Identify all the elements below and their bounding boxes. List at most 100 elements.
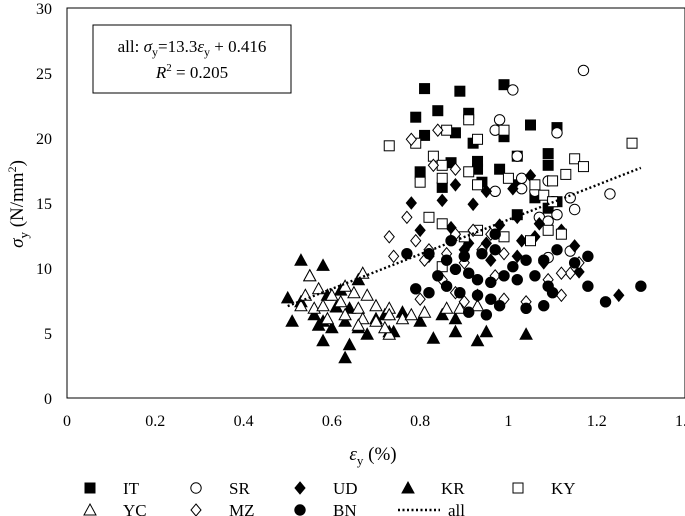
point-bn xyxy=(423,248,435,260)
point-bn xyxy=(489,228,501,240)
point-mz xyxy=(564,266,576,280)
point-bn xyxy=(568,257,581,269)
point-ud xyxy=(405,196,417,210)
y-tick-label: 30 xyxy=(36,1,52,18)
plot-area-frame xyxy=(66,7,685,399)
point-sr xyxy=(515,172,528,185)
legend-item-kr: KR xyxy=(401,479,465,498)
point-bn xyxy=(410,283,422,295)
legend-label: BN xyxy=(333,501,357,516)
point-kr xyxy=(338,350,352,364)
point-ky xyxy=(414,176,426,188)
point-ky xyxy=(577,161,589,173)
point-it xyxy=(436,181,448,193)
point-yc xyxy=(316,298,330,312)
y-tick-label: 25 xyxy=(36,66,52,83)
x-axis-label: εy (%) xyxy=(349,444,396,468)
x-tick-label: 0.2 xyxy=(145,413,165,430)
y-axis-ticks: 0 5 10 15 20 25 30 xyxy=(36,1,52,408)
point-yc xyxy=(338,307,352,321)
point-mz xyxy=(388,249,400,264)
point-it xyxy=(419,129,431,141)
x-axis-ticks: 0 0.2 0.4 0.6 0.8 1 1.2 1.4 xyxy=(63,413,685,430)
point-ky xyxy=(436,172,448,184)
point-ud xyxy=(511,210,523,225)
point-yc xyxy=(417,305,432,318)
annotation-box xyxy=(92,24,292,94)
point-yc xyxy=(347,285,361,299)
point-mz xyxy=(414,292,426,306)
point-ky xyxy=(463,114,475,126)
point-kr xyxy=(316,258,330,271)
legend-label: MZ xyxy=(229,501,255,516)
point-ky xyxy=(569,153,581,165)
legend: IT SR UD KR KY YC MZ BN all xyxy=(83,479,576,516)
point-yc xyxy=(333,294,348,308)
x-tick-label: 0.4 xyxy=(234,413,254,430)
point-it xyxy=(498,79,510,91)
legend-item-yc: YC xyxy=(83,501,147,516)
point-kr xyxy=(311,318,326,331)
point-mz xyxy=(458,295,470,309)
point-it xyxy=(525,119,536,131)
point-ud xyxy=(414,223,426,238)
y-tick-label: 10 xyxy=(36,261,52,278)
series-yc xyxy=(294,266,485,340)
point-kr xyxy=(519,327,533,340)
point-bn xyxy=(582,280,594,292)
point-sr xyxy=(511,150,523,162)
point-kr xyxy=(426,331,441,344)
legend-item-ky: KY xyxy=(512,479,576,498)
y-tick-label: 0 xyxy=(44,391,52,408)
point-kr xyxy=(316,333,330,347)
point-yc xyxy=(382,327,397,340)
point-ky xyxy=(560,168,572,180)
point-yc xyxy=(377,320,392,334)
point-yc xyxy=(382,307,397,321)
point-bn xyxy=(538,300,550,312)
point-bn xyxy=(538,254,550,266)
point-bn xyxy=(635,280,647,292)
point-ky xyxy=(472,179,484,191)
point-ky xyxy=(538,189,550,201)
point-kr xyxy=(285,314,299,327)
x-tick-label: 0.8 xyxy=(410,413,430,430)
legend-swatch xyxy=(190,482,202,494)
point-kr xyxy=(470,333,485,347)
legend-label: all xyxy=(448,501,465,516)
legend-item-all: all xyxy=(398,501,465,516)
point-bn xyxy=(599,296,612,308)
point-sr xyxy=(493,114,506,126)
point-ky xyxy=(472,133,484,145)
point-it xyxy=(419,83,431,95)
point-bn xyxy=(463,306,475,318)
point-sr xyxy=(577,64,590,77)
point-bn xyxy=(471,289,484,301)
point-ky xyxy=(542,224,554,236)
point-yc xyxy=(325,288,339,301)
point-ud xyxy=(436,193,448,208)
point-yc xyxy=(453,301,467,314)
point-mz xyxy=(467,223,479,238)
point-bn xyxy=(449,263,462,275)
point-ud xyxy=(613,288,625,303)
legend-item-it: IT xyxy=(84,479,140,498)
point-bn xyxy=(432,270,444,282)
legend-swatch xyxy=(294,504,306,516)
point-kr xyxy=(342,337,357,351)
point-it xyxy=(410,111,422,123)
point-bn xyxy=(485,293,497,305)
y-tick-label: 15 xyxy=(36,196,52,213)
point-bn xyxy=(440,280,453,292)
point-kr xyxy=(325,320,339,334)
point-ky xyxy=(525,235,536,247)
legend-label: SR xyxy=(229,479,250,498)
point-yc xyxy=(355,266,370,279)
legend-swatch xyxy=(401,480,415,494)
point-bn xyxy=(489,244,501,256)
annotation-r-squared: R2 = 0.205 xyxy=(155,62,228,82)
y-tick-label: 20 xyxy=(36,131,52,148)
point-kr xyxy=(294,253,308,266)
point-bn xyxy=(440,254,453,266)
point-yc xyxy=(302,268,317,282)
